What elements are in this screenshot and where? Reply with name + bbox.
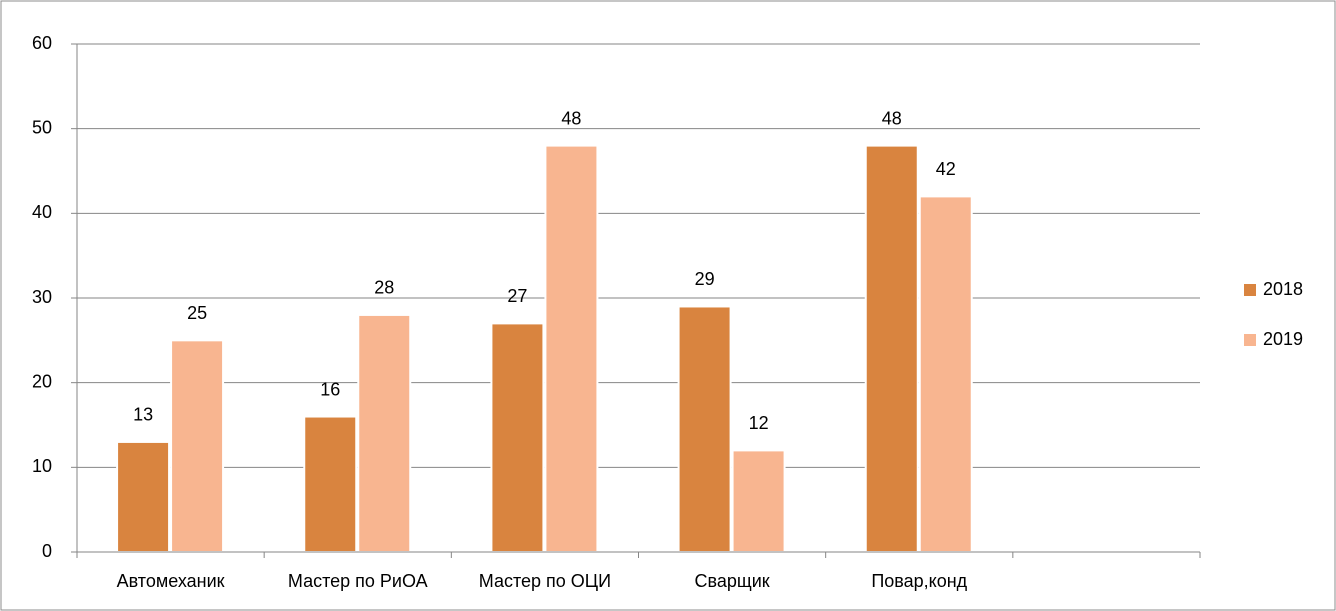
data-label: 13 <box>133 405 153 425</box>
data-label: 48 <box>882 108 902 128</box>
y-tick-label: 10 <box>32 456 52 476</box>
data-label: 25 <box>187 303 207 323</box>
x-tick-label: Автомеханик <box>117 571 225 591</box>
bar <box>303 415 358 553</box>
bar <box>490 322 545 553</box>
bar <box>170 339 225 554</box>
y-tick-label: 40 <box>32 202 52 222</box>
data-label: 12 <box>749 413 769 433</box>
bar <box>731 449 786 553</box>
bar <box>357 313 412 553</box>
x-tick-label: Мастер по ОЦИ <box>479 571 611 591</box>
legend-label: 2018 <box>1263 279 1303 299</box>
y-tick-label: 0 <box>42 541 52 561</box>
data-label: 16 <box>320 379 340 399</box>
bar <box>918 195 973 553</box>
data-label: 27 <box>507 286 527 306</box>
data-label: 42 <box>936 159 956 179</box>
legend-label: 2019 <box>1263 329 1303 349</box>
legend-swatch <box>1244 334 1256 346</box>
x-tick-label: Сварщик <box>695 571 770 591</box>
data-label: 29 <box>695 269 715 289</box>
y-tick-label: 60 <box>32 33 52 53</box>
data-label: 48 <box>561 108 581 128</box>
x-tick-label: Повар,конд <box>871 571 967 591</box>
y-tick-label: 50 <box>32 117 52 137</box>
data-label: 28 <box>374 278 394 298</box>
bar <box>544 144 599 553</box>
bar <box>677 305 732 554</box>
bar <box>864 144 919 553</box>
x-tick-label: Мастер по РиОА <box>288 571 428 591</box>
bar <box>116 440 171 553</box>
legend-swatch <box>1244 284 1256 296</box>
y-tick-label: 30 <box>32 287 52 307</box>
y-tick-label: 20 <box>32 371 52 391</box>
